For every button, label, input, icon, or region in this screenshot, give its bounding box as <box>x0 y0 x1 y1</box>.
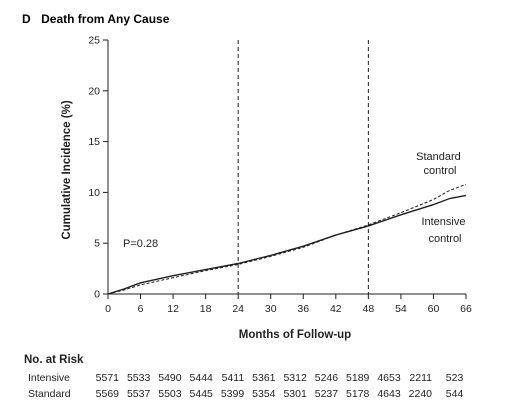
at-risk-row-label-standard: Standard <box>28 388 71 400</box>
x-tick-label: 36 <box>297 303 309 315</box>
y-tick-label: 10 <box>88 187 100 199</box>
at-risk-value: 5537 <box>127 388 151 400</box>
at-risk-row-label-intensive: Intensive <box>28 372 70 384</box>
x-tick-label: 48 <box>363 303 375 315</box>
p-value-label: P=0.28 <box>123 238 158 250</box>
x-tick-label: 66 <box>460 303 472 315</box>
x-axis-ticks: 0 6 12 18 24 30 36 42 48 54 60 66 <box>105 294 472 315</box>
at-risk-value: 5354 <box>252 388 276 400</box>
x-tick-label: 0 <box>105 303 111 315</box>
panel-letter: D <box>22 12 31 26</box>
at-risk-value: 5301 <box>283 388 307 400</box>
x-tick-label: 54 <box>395 303 407 315</box>
at-risk-value: 5399 <box>221 388 245 400</box>
series-lines <box>107 183 467 295</box>
x-tick-label: 12 <box>167 303 179 315</box>
x-tick-label: 6 <box>138 303 144 315</box>
y-axis-ticks: 0 5 10 15 20 25 <box>88 35 108 301</box>
x-tick-label: 30 <box>265 303 277 315</box>
at-risk-value: 5246 <box>315 372 339 384</box>
at-risk-value: 5490 <box>158 372 182 384</box>
chart-title: Death from Any Cause <box>41 12 170 26</box>
y-tick-label: 15 <box>88 136 100 148</box>
x-tick-label: 42 <box>330 303 342 315</box>
at-risk-value: 5312 <box>283 372 307 384</box>
at-risk-value: 4643 <box>377 388 401 400</box>
panel-heading: D Death from Any Cause <box>22 10 170 27</box>
y-tick-label: 25 <box>88 35 100 47</box>
standard-label-line-1: Standard <box>416 151 461 163</box>
at-risk-value: 5533 <box>127 372 151 384</box>
intensive-label-line-2: control <box>428 233 461 245</box>
at-risk-value: 5444 <box>190 372 214 384</box>
x-tick-label: 18 <box>200 303 212 315</box>
x-tick-label: 60 <box>428 303 440 315</box>
standard-control-label: Standard control <box>416 151 464 177</box>
at-risk-value: 5503 <box>158 388 182 400</box>
at-risk-value: 544 <box>446 388 464 400</box>
intensive-control-label: Intensive control <box>421 216 468 245</box>
y-tick-label: 20 <box>88 85 100 97</box>
at-risk-value: 5411 <box>222 372 245 384</box>
at-risk-values: 5571 5533 5490 5444 5411 5361 5312 5246 5189 4653… <box>96 372 464 400</box>
at-risk-value: 5569 <box>96 388 120 400</box>
x-axis-title: Months of Follow-up <box>239 329 351 341</box>
intensive-label-line-1: Intensive <box>421 216 465 228</box>
at-risk-value: 5361 <box>252 372 276 384</box>
plot-area: 0 5 10 15 20 25 0 6 12 18 24 30 36 42 48 54 60 66 <box>88 35 472 316</box>
at-risk-heading: No. at Risk <box>24 354 84 366</box>
x-tick-label: 24 <box>232 303 244 315</box>
at-risk-value: 5189 <box>346 372 370 384</box>
at-risk-value: 2240 <box>409 388 433 400</box>
standard-label-line-2: control <box>423 165 456 177</box>
y-tick-label: 0 <box>94 289 100 301</box>
at-risk-value: 5571 <box>96 372 120 384</box>
reference-lines <box>237 40 369 294</box>
intensive-control-line <box>107 194 467 295</box>
y-axis-title: Cumulative Incidence (%) <box>61 100 73 239</box>
at-risk-value: 5445 <box>190 388 214 400</box>
at-risk-value: 4653 <box>377 372 401 384</box>
at-risk-value: 5237 <box>315 388 339 400</box>
at-risk-value: 523 <box>446 372 464 384</box>
y-tick-label: 5 <box>94 238 100 250</box>
at-risk-value: 2211 <box>409 372 432 384</box>
at-risk-value: 5178 <box>346 388 370 400</box>
